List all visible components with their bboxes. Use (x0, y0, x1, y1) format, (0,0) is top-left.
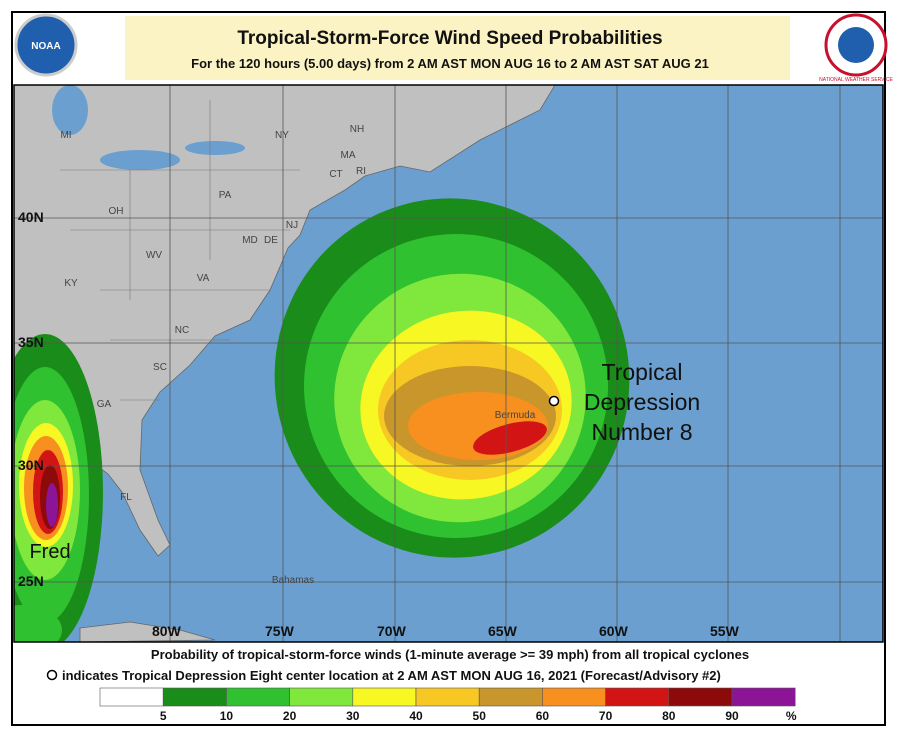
lat-label: 40N (18, 209, 44, 225)
legend-label: 10 (220, 709, 234, 723)
storm-label: Fred (29, 541, 70, 563)
state-label: RI (356, 166, 366, 177)
graticule (14, 85, 883, 642)
storm-label: Number 8 (592, 419, 693, 445)
legend-swatch (605, 687, 670, 707)
legend-swatch (731, 687, 796, 707)
state-label: MA (341, 150, 356, 161)
state-label: NY (275, 130, 289, 141)
legend-label: 20 (283, 709, 297, 723)
lat-label: 25N (18, 573, 44, 589)
legend: 5 10 20 30 40 50 60 70 80 90% (99, 687, 797, 723)
place-label: Bahamas (272, 575, 314, 586)
fred-contour-90 (46, 483, 58, 527)
storm-center (548, 395, 560, 407)
legend-label: 40 (409, 709, 423, 723)
legend-unit: % (786, 709, 797, 723)
state-label: WV (146, 250, 162, 261)
title: Tropical-Storm-Force Wind Speed Probabil… (237, 28, 662, 49)
legend-swatch (668, 687, 733, 707)
legend-swatch (352, 687, 417, 707)
lon-label: 65W (488, 623, 518, 639)
storm-label: Tropical (602, 359, 683, 385)
lake (52, 85, 88, 135)
contour-70 (473, 421, 547, 455)
legend-swatch (99, 687, 164, 707)
legend-swatch (478, 687, 543, 707)
state-label: PA (219, 190, 232, 201)
legend-label: 90 (725, 709, 739, 723)
noaa-text: NOAA (31, 41, 60, 52)
state-label: MI (60, 130, 71, 141)
cuba (79, 621, 216, 642)
lon-label: 55W (710, 623, 740, 639)
legend-swatch (542, 687, 606, 707)
storm-label: Depression (584, 389, 700, 415)
map: 40N 35N 30N 25N 80W 75W 70W 65W 60W 55W … (14, 85, 883, 642)
map-border (13, 84, 884, 643)
state-label: NJ (286, 220, 298, 231)
lake (185, 141, 245, 155)
legend-swatch (415, 687, 480, 707)
state-label: CT (329, 169, 342, 180)
state-label: KY (64, 278, 78, 289)
lon-label: 80W (152, 623, 182, 639)
footer-line: Probability of tropical-storm-force wind… (151, 647, 749, 662)
legend-label: 5 (160, 709, 167, 723)
state-label: DE (264, 235, 278, 246)
state-label: NC (175, 325, 189, 336)
state-label: OH (109, 206, 124, 217)
subtitle: For the 120 hours (5.00 days) from 2 AM … (191, 56, 709, 71)
header-band (125, 16, 790, 80)
footer-line: indicates Tropical Depression Eight cent… (62, 668, 721, 683)
lon-label: 75W (265, 623, 295, 639)
lat-label: 30N (18, 457, 44, 473)
nws-text: NATIONAL WEATHER SERVICE (819, 77, 893, 83)
state-label: SC (153, 362, 167, 373)
legend-swatch (289, 687, 354, 707)
lon-label: 70W (377, 623, 407, 639)
state-label: VA (197, 273, 210, 284)
lon-label: 60W (599, 623, 629, 639)
place-label: Bermuda (495, 410, 536, 421)
state-label: NH (350, 124, 364, 135)
legend-label: 50 (473, 709, 487, 723)
legend-label: 70 (599, 709, 613, 723)
legend-swatch (162, 687, 227, 707)
legend-swatch (226, 687, 290, 707)
center-symbol (46, 669, 58, 681)
state-label: MD (242, 235, 258, 246)
fred-contour-south (14, 605, 62, 642)
state-label: FL (120, 492, 132, 503)
state-label: GA (97, 399, 112, 410)
legend-label: 30 (346, 709, 360, 723)
nws-logo-core (838, 27, 874, 63)
noaa-logo (14, 13, 78, 77)
legend-label: 60 (536, 709, 550, 723)
legend-label: 80 (662, 709, 676, 723)
lat-label: 35N (18, 334, 44, 350)
lake (100, 150, 180, 170)
